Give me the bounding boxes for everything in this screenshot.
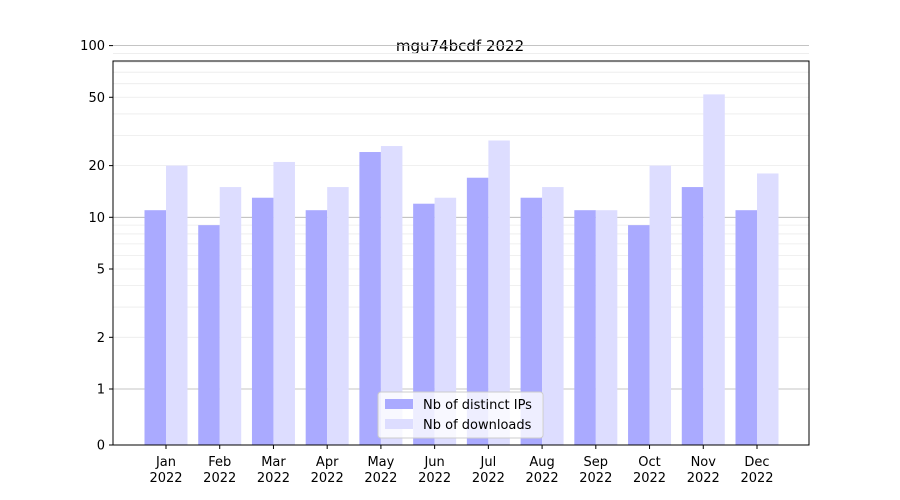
bar-downloads-dec [757, 173, 779, 445]
legend-label: Nb of distinct IPs [423, 398, 532, 413]
y-tick-label: 20 [88, 159, 105, 174]
x-tick-label-month: Oct [638, 455, 660, 470]
legend-label: Nb of downloads [423, 418, 532, 433]
bar-downloads-aug [542, 187, 564, 445]
plot-frame [112, 60, 810, 446]
x-tick-label-month: Feb [208, 455, 231, 470]
x-tick-label-year: 2022 [203, 471, 236, 486]
y-axis: 0 1 2 5 10 20 50 100 [80, 39, 113, 454]
bar-downloads-sep [595, 210, 618, 445]
legend-box [377, 391, 544, 439]
bar-downloads-jun [434, 197, 457, 445]
bar-downloads-oct [649, 165, 672, 445]
legend-swatch [385, 419, 413, 429]
bar-distinct-ips-mar [251, 197, 274, 445]
x-tick-label-month: Nov [691, 455, 717, 470]
y-tick-label: 10 [88, 211, 105, 226]
bar-distinct-ips-apr [305, 210, 328, 445]
legend: Nb of distinct IPs Nb of downloads [377, 391, 544, 439]
bar-downloads-may [380, 146, 403, 445]
x-tick-label-month: Jan [155, 455, 176, 470]
bar-downloads-nov [703, 94, 725, 445]
x-tick-label-month: Sep [584, 455, 609, 470]
x-tick-label-year: 2022 [740, 471, 773, 486]
bar-downloads-feb [219, 187, 242, 445]
chart-title: mgu74bcdf 2022 [396, 37, 524, 55]
bar-distinct-ips-jun [413, 203, 435, 445]
bar-distinct-ips-may [359, 152, 381, 445]
y-tick-label: 1 [97, 383, 105, 398]
x-axis: Jan2022Feb2022Mar2022Apr2022May2022Jun20… [149, 445, 774, 486]
bars [144, 94, 779, 446]
x-tick-label-month: Jul [480, 455, 497, 470]
x-tick-label-year: 2022 [526, 471, 559, 486]
y-tick-label: 100 [80, 39, 105, 54]
y-tick-label: 5 [97, 262, 105, 277]
x-tick-label-year: 2022 [633, 471, 666, 486]
x-tick-label-month: Jun [423, 455, 444, 470]
bar-downloads-jan [166, 165, 188, 445]
y-tick-label: 0 [97, 439, 105, 454]
x-tick-label-year: 2022 [472, 471, 505, 486]
x-tick-label-year: 2022 [364, 471, 397, 486]
x-tick-label-month: Mar [261, 455, 286, 470]
x-tick-label-month: May [367, 455, 394, 470]
x-tick-label-month: Dec [744, 455, 769, 470]
bar-distinct-ips-aug [520, 197, 543, 445]
x-tick-label-month: Aug [529, 455, 554, 470]
y-tick-label: 2 [97, 331, 105, 346]
x-tick-label-year: 2022 [418, 471, 451, 486]
x-tick-label-year: 2022 [257, 471, 290, 486]
bar-distinct-ips-sep [574, 210, 596, 445]
x-tick-label-year: 2022 [579, 471, 612, 486]
bar-distinct-ips-feb [198, 225, 220, 445]
x-tick-label-year: 2022 [687, 471, 720, 486]
bar-downloads-mar [273, 161, 295, 445]
x-tick-label-year: 2022 [311, 471, 344, 486]
bar-downloads-apr [327, 187, 349, 445]
legend-swatch [385, 399, 413, 409]
bar-distinct-ips-jan [144, 210, 166, 445]
x-tick-label-year: 2022 [149, 471, 182, 486]
bar-distinct-ips-jul [466, 177, 489, 445]
bar-downloads-jul [488, 140, 510, 446]
bar-distinct-ips-nov [681, 187, 704, 445]
bar-distinct-ips-dec [735, 210, 757, 445]
x-tick-label-month: Apr [316, 455, 339, 470]
bar-distinct-ips-oct [628, 225, 650, 445]
y-tick-label: 50 [88, 91, 105, 106]
